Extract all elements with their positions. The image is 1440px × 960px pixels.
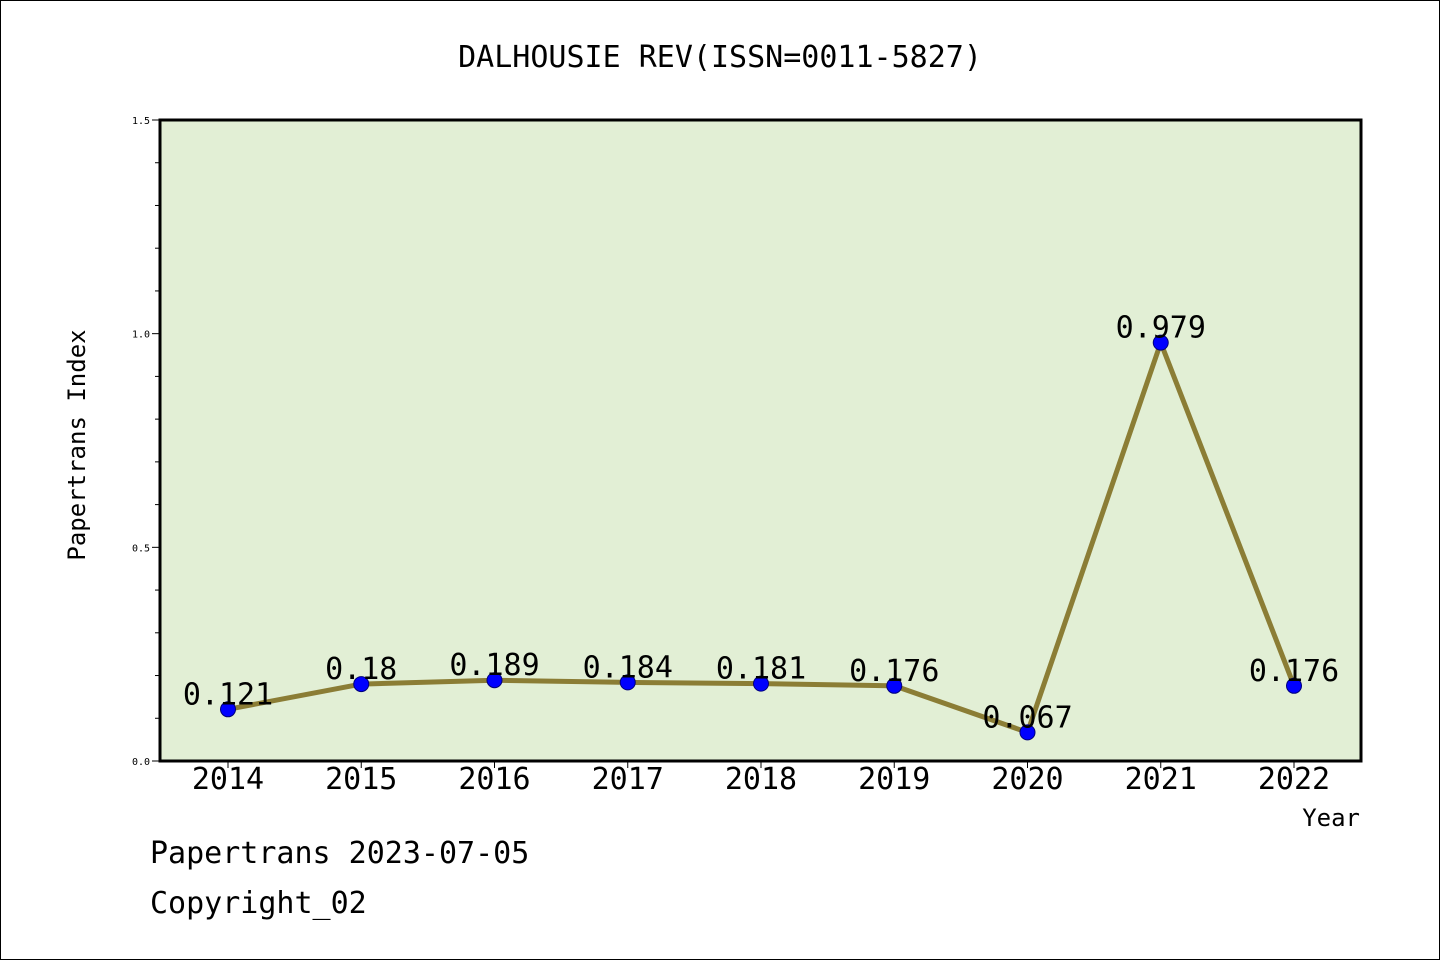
data-label: 0.181	[716, 652, 806, 687]
x-tick-label: 2019	[858, 762, 930, 797]
data-point	[619, 674, 636, 691]
data-point	[353, 676, 370, 693]
series-group: 0.121 0.18 0.189 0.184 0.181 0.176 0.067 0.979 0…	[183, 311, 1339, 741]
x-tick-label: 2018	[725, 762, 797, 797]
data-point	[1019, 724, 1036, 741]
data-point	[220, 701, 236, 718]
chart-title: DALHOUSIE REV(ISSN=0011-5827)	[458, 40, 982, 75]
y-axis-label: Papertrans Index	[63, 329, 91, 560]
x-axis: 2014 2015 2016 2017 2018 2019 2020 2021 2022	[192, 761, 1330, 797]
data-label: 0.121	[183, 677, 273, 712]
y-axis: 0.0 0.5 1.0 1.5	[132, 116, 160, 768]
x-tick-label: 2022	[1258, 762, 1330, 797]
footer-copyright: Copyright_02	[150, 886, 367, 921]
footer-date: Papertrans 2023-07-05	[150, 836, 530, 871]
data-label: 0.18	[325, 652, 397, 687]
data-label: 0.067	[982, 700, 1072, 735]
x-tick-label: 2016	[458, 762, 530, 797]
data-label: 0.176	[849, 654, 939, 689]
data-label: 0.979	[1116, 311, 1206, 346]
data-point	[1152, 334, 1169, 351]
data-point	[486, 672, 503, 689]
x-tick-label: 2015	[325, 762, 397, 797]
x-tick-label: 2014	[192, 762, 264, 797]
x-tick-label: 2017	[592, 762, 664, 797]
x-axis-label: Year	[1302, 804, 1360, 832]
y-tick-label: 1.0	[132, 330, 150, 341]
data-label: 0.184	[583, 650, 673, 685]
data-point	[886, 677, 903, 694]
x-tick-label: 2021	[1125, 762, 1197, 797]
y-tick-label: 0.5	[132, 543, 150, 554]
plot-area	[158, 118, 1363, 763]
data-point	[1286, 677, 1302, 694]
data-label: 0.189	[449, 648, 539, 683]
x-tick-label: 2020	[991, 762, 1063, 797]
data-point	[753, 675, 769, 692]
y-tick-label: 1.5	[132, 116, 150, 127]
data-label: 0.176	[1249, 654, 1339, 689]
y-tick-label: 0.0	[132, 757, 150, 768]
